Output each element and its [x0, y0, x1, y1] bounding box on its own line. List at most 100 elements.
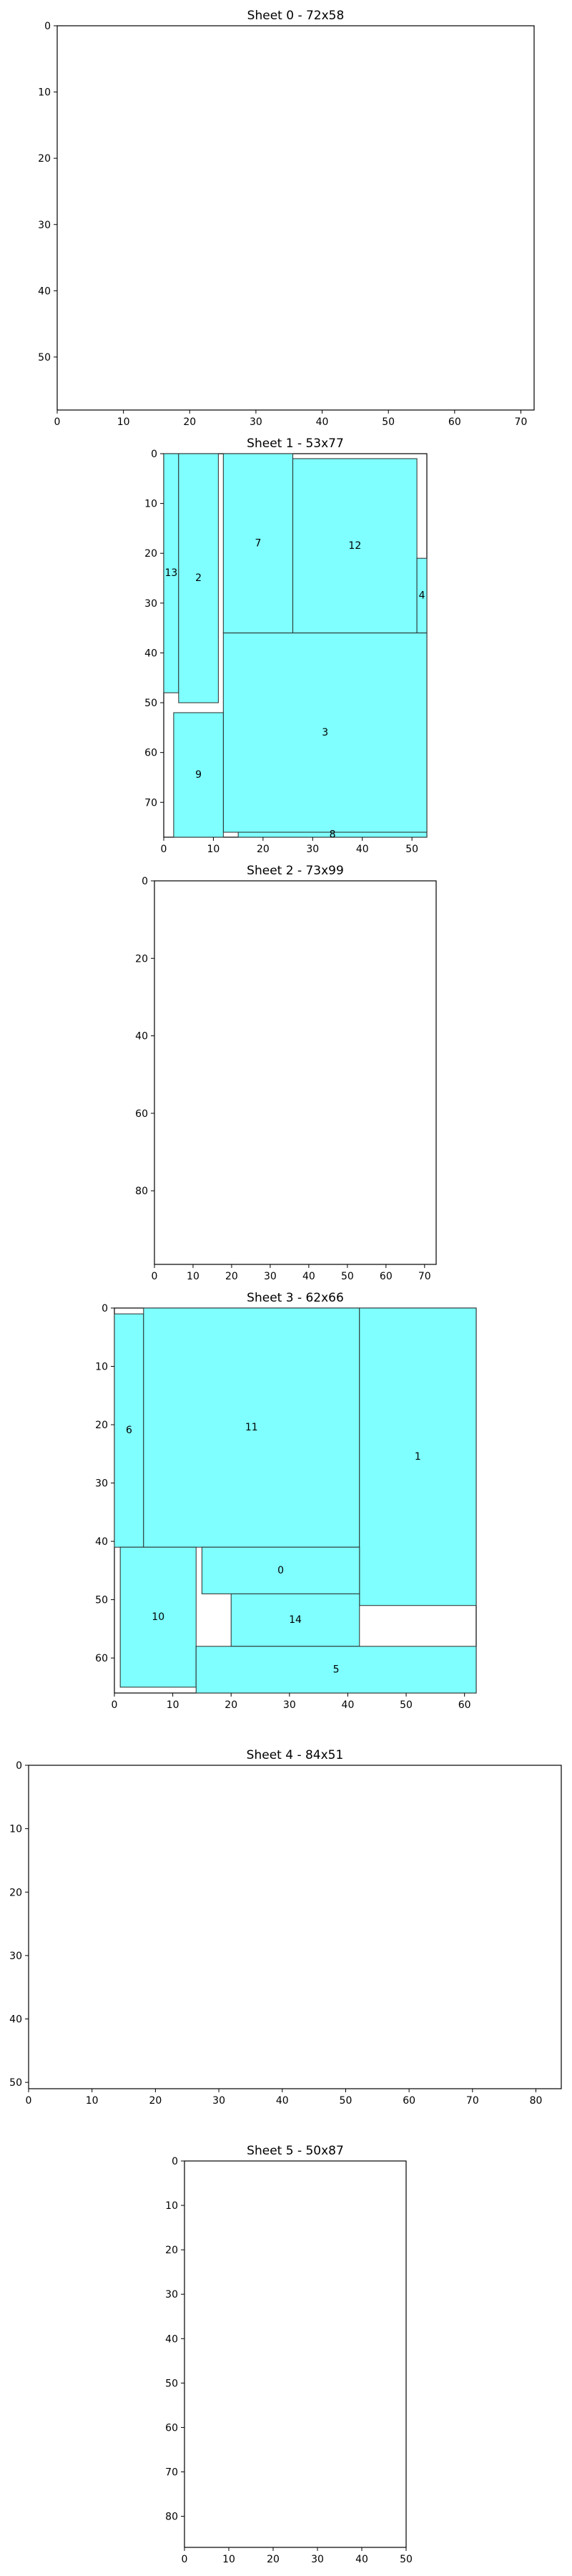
sheet-1-xtick-label: 30	[306, 844, 319, 855]
sheet-0-ytick-label: 10	[38, 87, 51, 99]
sheet-5-ytick-label: 50	[165, 2378, 178, 2389]
sheet-3-ytick-label: 10	[95, 1362, 108, 1373]
sheet-1-piece-3	[222, 633, 428, 833]
sheet-1-xtick-label: 10	[207, 844, 220, 855]
sheet-3-xtick-label: 20	[225, 1699, 237, 1711]
sheet-5-xtick-label: 40	[355, 2554, 368, 2565]
sheet-0-ytick-label: 0	[44, 21, 51, 32]
sheet-0-title: Sheet 0 - 72x58	[247, 9, 345, 23]
sheet-1-xtick-label: 20	[257, 844, 270, 855]
sheet-1-piece-label: 9	[195, 769, 202, 781]
sheet-4-title: Sheet 4 - 84x51	[247, 1748, 344, 1762]
sheet-0-xtick-label: 20	[183, 416, 196, 428]
sheet-0-ytick-label: 40	[38, 286, 51, 297]
sheet-1-ytick-label: 60	[144, 748, 157, 759]
sheet-4-xtick-label: 70	[466, 2095, 479, 2107]
sheet-0-xtick-label: 60	[448, 416, 461, 428]
sheet-1-piece-2	[178, 453, 219, 703]
sheet-4-xtick-label: 20	[149, 2095, 162, 2107]
sheet-3-ytick-label: 60	[95, 1653, 108, 1664]
sheet-5-ytick-label: 80	[165, 2512, 178, 2523]
sheet-3-title: Sheet 3 - 62x66	[247, 1291, 344, 1305]
sheet-3-piece-label: 14	[289, 1614, 302, 1626]
sheet-3-ytick-label: 20	[95, 1420, 108, 1431]
sheet-1-panel: Sheet 1 - 53x77 13 2 7 12 4 3 9 8 0 10 20 30 40 50 0 10 2…	[144, 436, 428, 855]
sheet-1-ytick-label: 30	[144, 598, 157, 610]
sheet-3-piece-14	[230, 1593, 360, 1647]
sheet-4-panel: Sheet 4 - 84x51 0 10 20 30 40 50 60 70 80 0 10 20 30 4…	[9, 1748, 562, 2107]
sheet-4-ytick-label: 40	[9, 2014, 22, 2026]
sheet-1-ytick-label: 10	[144, 499, 157, 510]
sheet-4-frame	[28, 1765, 562, 2089]
sheet-5-ytick-label: 60	[165, 2422, 178, 2434]
sheet-1-title: Sheet 1 - 53x77	[247, 436, 344, 451]
sheet-3-xtick-label: 10	[167, 1699, 179, 1711]
sheet-4-ytick-label: 50	[9, 2077, 22, 2089]
sheet-2-xtick-label: 30	[264, 1271, 277, 1282]
sheet-4-xtick-label: 80	[530, 2095, 543, 2107]
sheet-2-panel: Sheet 2 - 73x99 0 10 20 30 40 50 60 70 0 20 40 60 80	[135, 864, 437, 1282]
sheet-0-frame	[56, 25, 535, 411]
sheet-5-ytick-label: 0	[172, 2156, 178, 2167]
sheet-0-xtick-label: 30	[250, 416, 262, 428]
sheet-3-piece-label: 5	[333, 1664, 340, 1675]
sheet-3-ytick-label: 30	[95, 1478, 108, 1490]
sheet-2-ytick-label: 20	[135, 953, 148, 965]
sheet-4-ytick-label: 10	[9, 1824, 22, 1835]
sheet-4-ytick-label: 30	[9, 1951, 22, 1962]
sheet-1-piece-12	[292, 458, 418, 634]
sheet-2-xtick-label: 40	[302, 1271, 315, 1282]
sheet-5-panel: Sheet 5 - 50x87 0 10 20 30 40 50 0 10 20 30 40 50 60 7…	[165, 2144, 413, 2565]
sheet-3-xtick-label: 60	[458, 1699, 471, 1711]
sheet-0-xtick-label: 70	[515, 416, 528, 428]
sheet-2-xtick-label: 60	[380, 1271, 393, 1282]
sheet-1-piece-label: 8	[330, 829, 336, 841]
sheet-5-frame	[184, 2160, 407, 2548]
sheet-1-xtick-label: 50	[405, 844, 418, 855]
sheet-1-piece-label: 7	[255, 537, 261, 549]
sheet-4-xtick-label: 50	[340, 2095, 352, 2107]
sheet-5-ytick-label: 40	[165, 2333, 178, 2345]
sheet-1-ytick-label: 70	[144, 797, 157, 809]
sheet-5-xtick-label: 20	[267, 2554, 280, 2565]
sheet-2-ytick-label: 0	[142, 876, 148, 887]
sheet-0-ytick-label: 20	[38, 153, 51, 165]
sheet-3-piece-label: 10	[152, 1611, 164, 1623]
sheet-0-panel: Sheet 0 - 72x58 0 10 20 30 40 50 60 70 0 10 20 30 40 5…	[38, 9, 535, 428]
sheet-0-xtick-label: 0	[54, 416, 61, 428]
sheet-1-piece-8	[237, 831, 428, 838]
sheet-5-xtick-label: 50	[400, 2554, 413, 2565]
sheet-5-title: Sheet 5 - 50x87	[247, 2144, 344, 2158]
sheet-4-xtick-label: 30	[212, 2095, 225, 2107]
sheet-3-xtick-label: 50	[400, 1699, 413, 1711]
sheet-1-ytick-label: 0	[151, 449, 157, 460]
sheet-3-piece-1	[359, 1307, 477, 1606]
sheet-2-ytick-label: 40	[135, 1031, 148, 1043]
sheet-3-piece-10	[119, 1546, 197, 1688]
sheet-1-piece-label: 2	[195, 572, 202, 584]
sheet-0-ytick-label: 50	[38, 352, 51, 364]
sheet-5-ytick-label: 10	[165, 2200, 178, 2212]
sheet-3-piece-label: 0	[277, 1565, 284, 1576]
sheet-3-piece-label: 1	[415, 1451, 421, 1463]
sheet-3-ytick-label: 40	[95, 1536, 108, 1548]
sheet-1-ytick-label: 40	[144, 648, 157, 659]
sheet-4-ytick-label: 20	[9, 1887, 22, 1898]
sheet-3-piece-11	[143, 1307, 360, 1548]
sheet-2-xtick-label: 50	[341, 1271, 354, 1282]
sheet-3-ytick-label: 50	[95, 1595, 108, 1606]
sheet-5-xtick-label: 10	[222, 2554, 235, 2565]
sheet-5-ytick-label: 20	[165, 2245, 178, 2256]
sheet-1-piece-7	[222, 453, 294, 634]
sheet-0-xtick-label: 50	[382, 416, 395, 428]
sheet-2-title: Sheet 2 - 73x99	[247, 864, 344, 878]
sheet-3-piece-label: 11	[245, 1422, 258, 1433]
sheet-3-xtick-label: 0	[112, 1699, 118, 1711]
sheet-3-piece-label: 6	[126, 1425, 132, 1436]
sheet-4-xtick-label: 10	[86, 2095, 99, 2107]
sheet-5-xtick-label: 0	[182, 2554, 188, 2565]
sheet-4-xtick-label: 40	[276, 2095, 289, 2107]
sheet-2-xtick-label: 10	[187, 1271, 199, 1282]
sheet-3-piece-6	[114, 1313, 144, 1548]
